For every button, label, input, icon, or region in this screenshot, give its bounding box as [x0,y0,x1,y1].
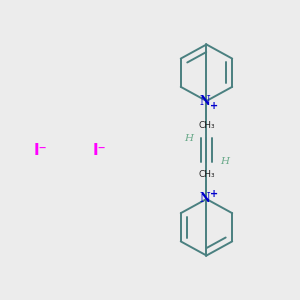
Text: CH₃: CH₃ [198,121,215,130]
Text: +: + [210,189,218,199]
Text: +: + [210,101,218,111]
Text: CH₃: CH₃ [198,170,215,179]
Text: N: N [200,95,210,108]
Text: I⁻: I⁻ [93,142,106,158]
Text: N: N [200,192,210,205]
Text: H: H [184,134,193,142]
Text: I⁻: I⁻ [33,142,47,158]
Text: H: H [220,158,229,166]
